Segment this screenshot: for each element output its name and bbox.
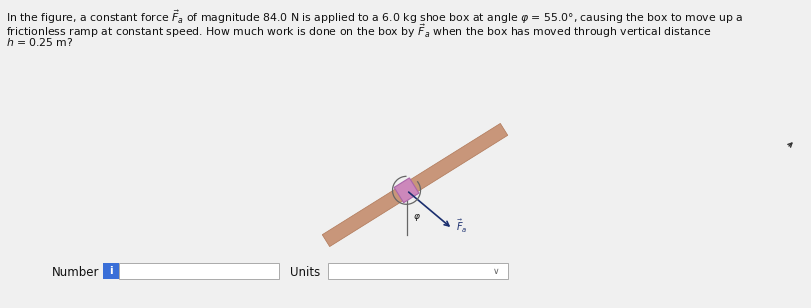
Polygon shape bbox=[322, 124, 507, 247]
Bar bbox=[328, 263, 508, 279]
Text: ∨: ∨ bbox=[492, 266, 499, 275]
Polygon shape bbox=[393, 178, 418, 203]
Text: $h$ = 0.25 m?: $h$ = 0.25 m? bbox=[6, 36, 74, 48]
Text: In the figure, a constant force $\vec{F}_a$ of magnitude 84.0 N is applied to a : In the figure, a constant force $\vec{F}… bbox=[6, 8, 742, 26]
Bar bbox=[103, 263, 119, 279]
Text: Number: Number bbox=[52, 265, 100, 278]
Text: $\varphi$: $\varphi$ bbox=[412, 212, 420, 223]
Bar bbox=[119, 263, 279, 279]
Text: Units: Units bbox=[290, 265, 320, 278]
Text: i: i bbox=[109, 266, 113, 276]
Text: frictionless ramp at constant speed. How much work is done on the box by $\vec{F: frictionless ramp at constant speed. How… bbox=[6, 22, 710, 40]
Text: $\vec{F}_a$: $\vec{F}_a$ bbox=[456, 218, 467, 235]
